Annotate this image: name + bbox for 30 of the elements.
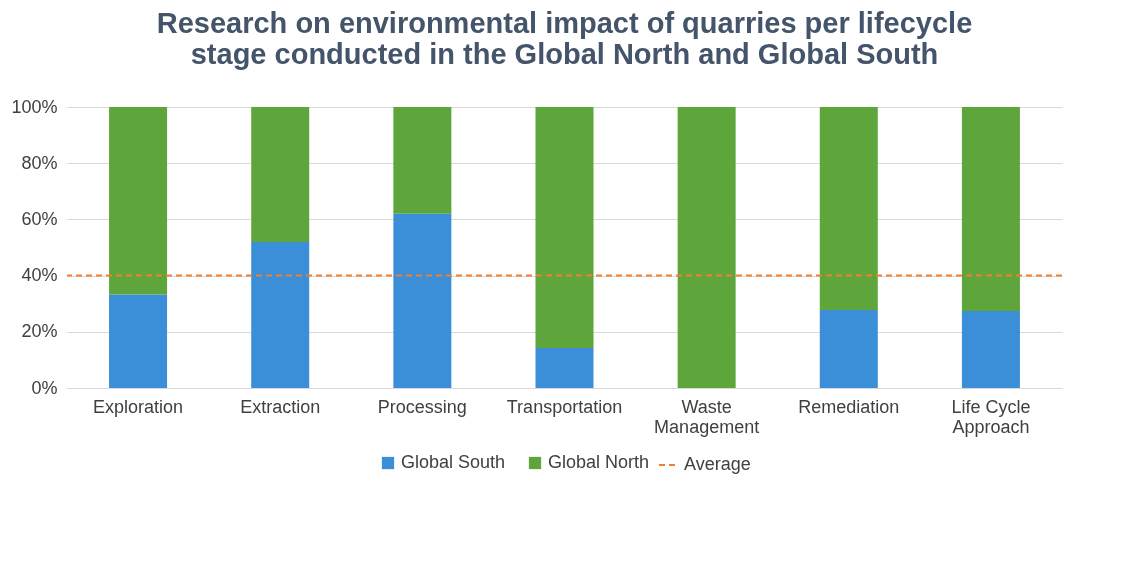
y-tick-label: 80% [21, 152, 58, 173]
bar [535, 107, 594, 349]
y-tick-label: 20% [21, 321, 58, 342]
legend-label: Global North [548, 452, 650, 472]
bar [251, 107, 310, 242]
bar [535, 348, 594, 388]
bar [251, 241, 310, 388]
x-tick-label: Life Cycle Approach [951, 396, 1031, 437]
bar [109, 107, 168, 295]
x-tick-label: Exploration [93, 396, 184, 417]
legend-label: Average [684, 454, 751, 474]
y-tick-label: 60% [21, 208, 58, 229]
x-tick-label: Waste Management [654, 396, 760, 437]
bar [677, 107, 736, 388]
x-tick-label: Processing [377, 396, 467, 417]
y-tick-label: 0% [31, 377, 58, 398]
bar [961, 107, 1020, 312]
y-tick-label: 40% [21, 265, 58, 286]
bar [819, 309, 878, 388]
bar [393, 213, 452, 388]
bar [393, 107, 452, 214]
bar [819, 107, 878, 310]
x-tick-label: Extraction [240, 396, 321, 417]
bar [961, 311, 1020, 388]
chart-title: Research on environmental impact of quarries per lifecycle stage conducted in the Global North and Global South [156, 7, 973, 70]
y-tick-label: 100% [11, 96, 58, 117]
x-tick-label: Transportation [506, 396, 623, 417]
legend-label: Global South [401, 452, 506, 472]
x-tick-label: Remediation [798, 396, 900, 417]
bar [109, 294, 168, 388]
